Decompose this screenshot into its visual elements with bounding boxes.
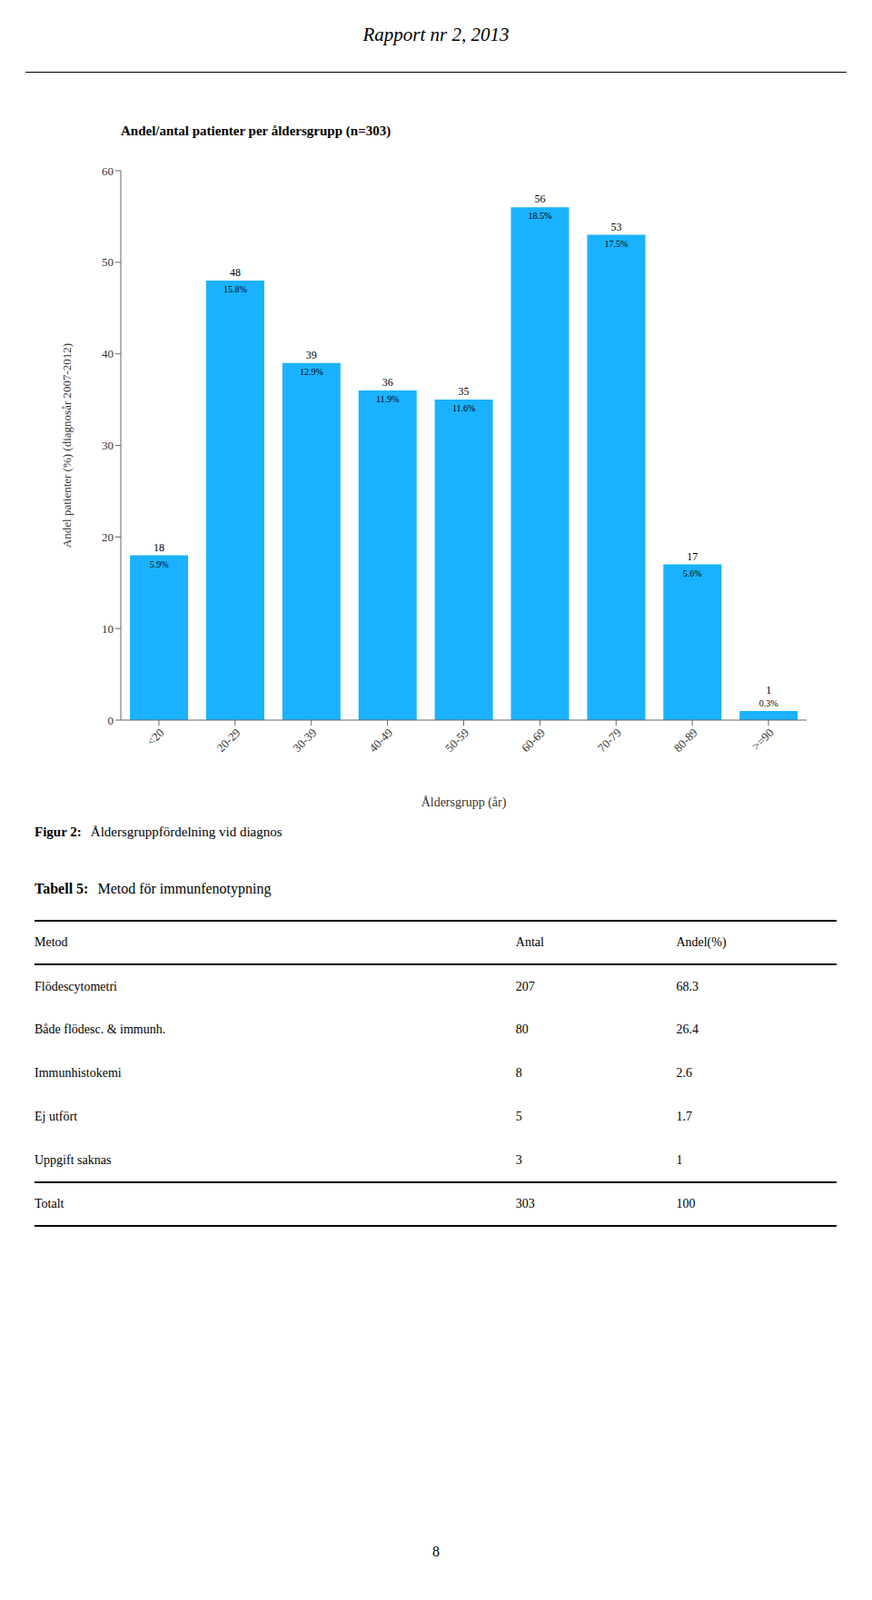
svg-text:48: 48	[229, 266, 241, 279]
svg-text:<20: <20	[144, 725, 168, 749]
svg-text:0: 0	[108, 713, 115, 728]
svg-text:53: 53	[610, 220, 622, 234]
svg-text:0.3%: 0.3%	[759, 698, 779, 709]
svg-text:Andel patienter (%) (diagnosår: Andel patienter (%) (diagnosår 2007-2012…	[59, 343, 74, 548]
svg-text:39: 39	[306, 348, 318, 362]
html-text:5: 5	[515, 1109, 523, 1124]
html-text:3: 3	[515, 1153, 523, 1167]
html-text:Andel(%): Andel(%)	[676, 935, 727, 950]
html-text:1.7: 1.7	[676, 1109, 693, 1124]
svg-text:60: 60	[101, 164, 114, 179]
html-text:26.4: 26.4	[676, 1022, 699, 1037]
svg-text:40: 40	[101, 346, 114, 361]
svg-text:70-79: 70-79	[594, 725, 625, 755]
html-text:303: 303	[515, 1197, 535, 1211]
html-text:207: 207	[515, 979, 535, 994]
html-text:8: 8	[432, 1544, 440, 1560]
html-text:Metod för immunfenotypning: Metod för immunfenotypning	[97, 881, 272, 897]
html-text:100: 100	[676, 1197, 696, 1211]
svg-text:50: 50	[101, 255, 114, 269]
svg-text:17.5%: 17.5%	[604, 238, 628, 249]
html-text:Andel/antal patienter per ålde: Andel/antal patienter per åldersgrupp (n…	[120, 123, 391, 139]
html-text:Uppgift saknas: Uppgift saknas	[34, 1153, 112, 1167]
svg-text:11.6%: 11.6%	[452, 403, 476, 414]
html-text:8: 8	[515, 1066, 523, 1081]
html-text:Både flödesc. & immunh.: Både flödesc. & immunh.	[34, 1022, 166, 1037]
svg-text:35: 35	[458, 385, 470, 398]
svg-text:80-89: 80-89	[671, 725, 701, 755]
svg-text:5.6%: 5.6%	[683, 568, 703, 579]
html-text:Tabell 5:: Tabell 5:	[34, 881, 89, 897]
svg-text:17: 17	[686, 550, 698, 564]
html-text:Rapport nr 2, 2013: Rapport nr 2, 2013	[362, 23, 510, 46]
svg-text:11.9%: 11.9%	[376, 394, 399, 405]
html-text:Immunhistokemi: Immunhistokemi	[34, 1066, 122, 1081]
svg-text:40-49: 40-49	[366, 725, 396, 755]
svg-text:36: 36	[382, 376, 394, 389]
svg-text:>=90: >=90	[749, 725, 777, 754]
svg-text:12.9%: 12.9%	[299, 366, 324, 377]
html-text:Ej utfört: Ej utfört	[34, 1109, 78, 1124]
svg-text:20-29: 20-29	[213, 725, 243, 755]
html-text:2.6: 2.6	[676, 1066, 693, 1081]
svg-text:10: 10	[101, 622, 114, 636]
svg-text:1: 1	[765, 683, 772, 697]
svg-text:18.5%: 18.5%	[528, 210, 553, 221]
svg-text:Åldersgrupp (år): Åldersgrupp (år)	[421, 795, 507, 811]
html-text:Metod: Metod	[34, 935, 68, 950]
svg-text:18: 18	[153, 541, 165, 555]
html-text:Flödescytometri: Flödescytometri	[34, 979, 118, 994]
svg-text:5.9%: 5.9%	[149, 559, 169, 570]
html-text:Antal: Antal	[515, 935, 545, 950]
svg-text:15.8%: 15.8%	[223, 284, 248, 295]
svg-text:50-59: 50-59	[442, 725, 472, 755]
html-text:68.3: 68.3	[676, 979, 699, 994]
html-text:Åldersgruppfördelning vid diag: Åldersgruppfördelning vid diagnos	[90, 824, 283, 840]
html-text:80: 80	[515, 1022, 529, 1037]
svg-text:20: 20	[101, 530, 114, 545]
html-text:Figur 2:: Figur 2:	[34, 824, 82, 840]
svg-text:30: 30	[101, 438, 114, 453]
svg-text:60-69: 60-69	[518, 725, 548, 755]
html-text:1: 1	[676, 1153, 683, 1167]
svg-text:30-39: 30-39	[289, 725, 319, 755]
html-text:Totalt: Totalt	[34, 1197, 65, 1211]
svg-text:56: 56	[535, 192, 546, 206]
